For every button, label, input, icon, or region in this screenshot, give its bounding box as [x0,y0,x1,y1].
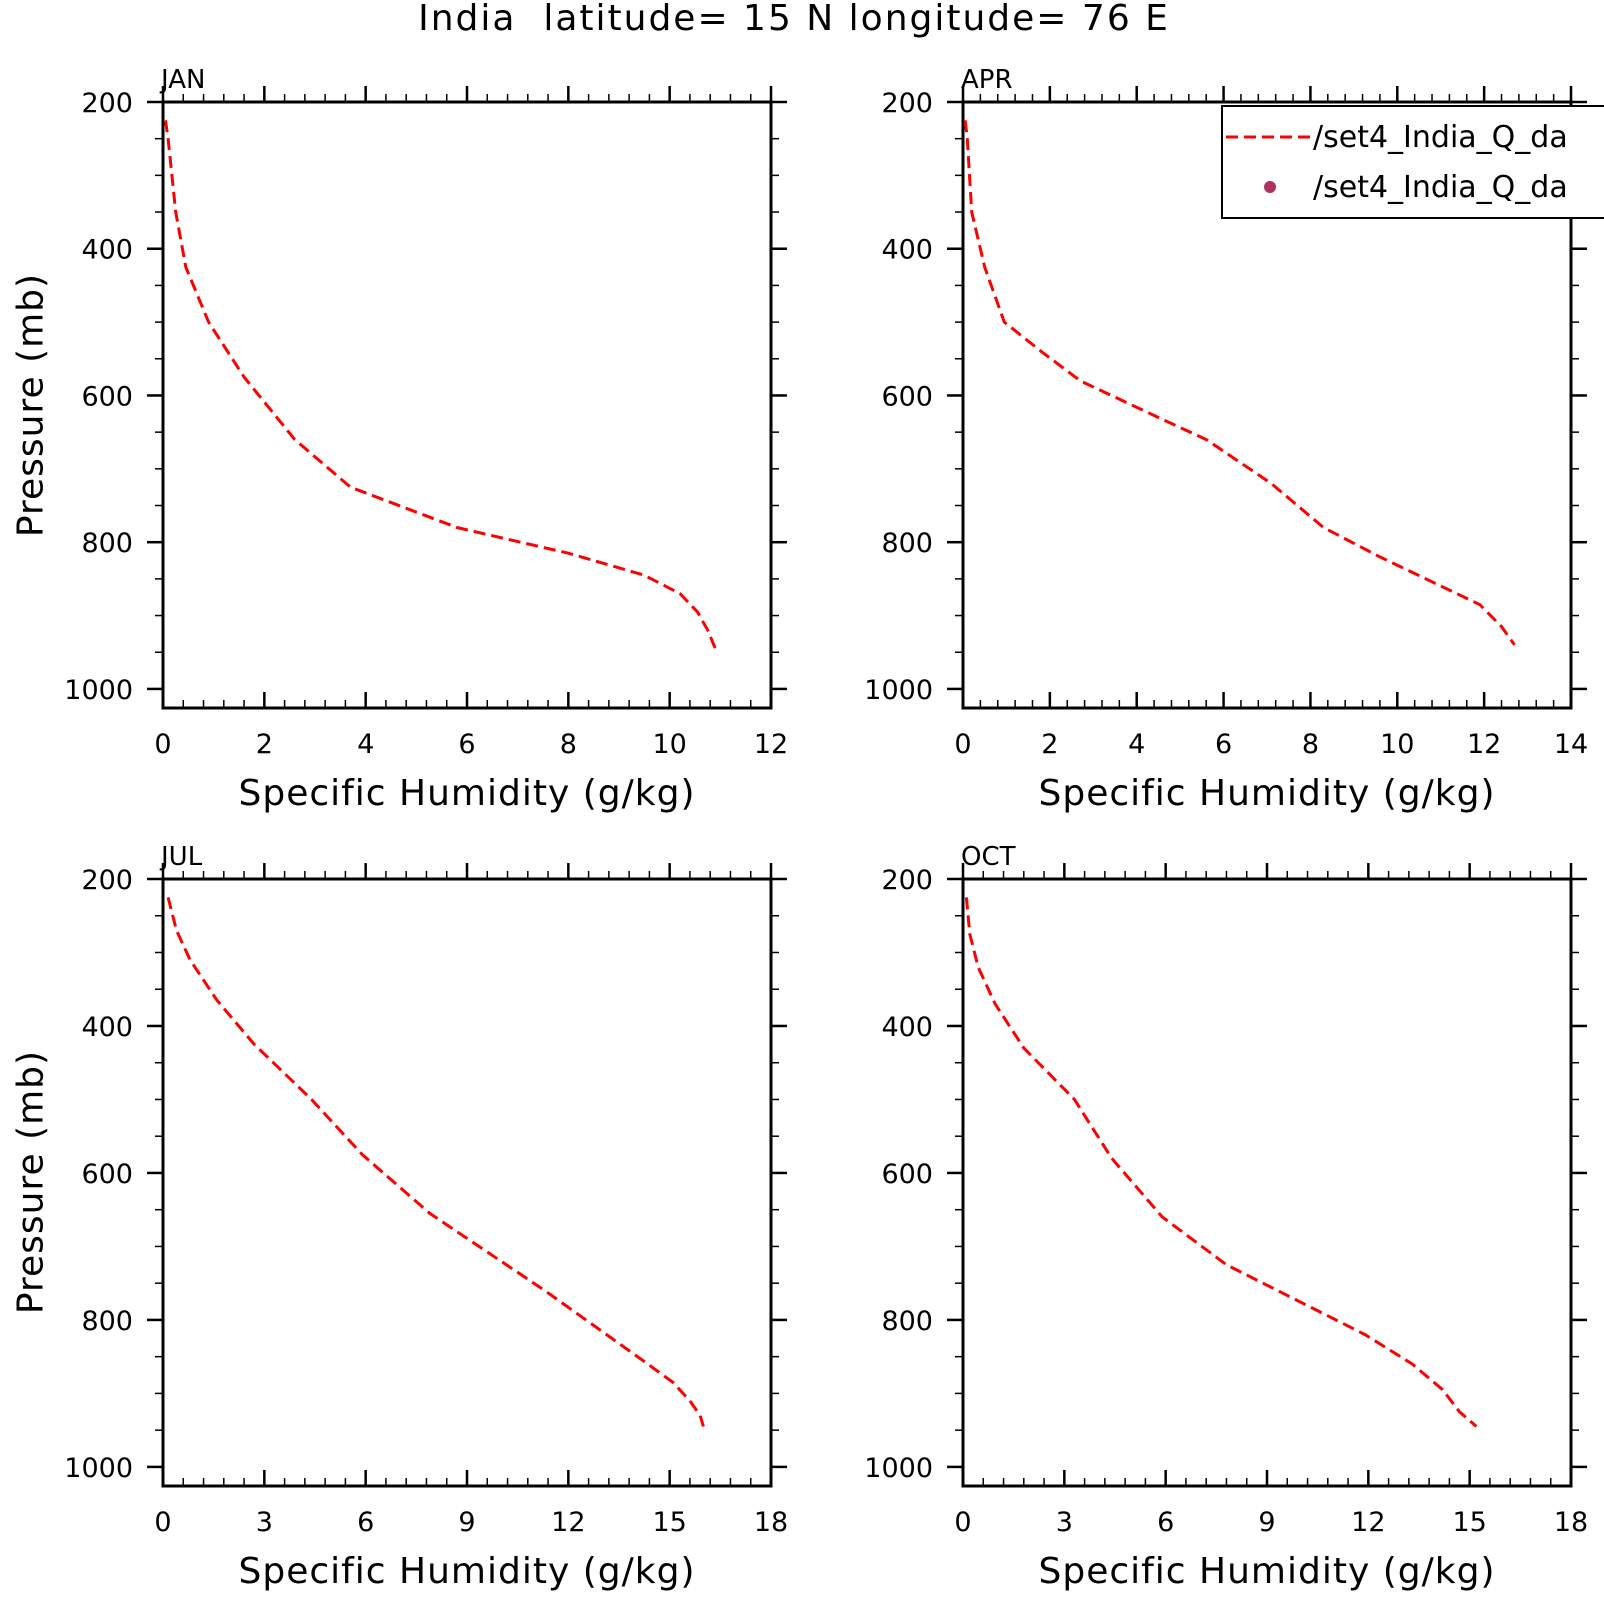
y-axis-title: Pressure (mb) [11,1050,52,1314]
x-tick-label: 8 [1302,729,1319,760]
y-tick-label: 1000 [64,675,133,706]
x-tick-label: 0 [154,1507,171,1538]
x-axis-title: Specific Humidity (g/kg) [1038,1551,1495,1592]
y-tick-label: 800 [881,528,933,559]
y-tick-label: 400 [81,235,133,266]
series-line [164,120,717,650]
legend-box [1221,105,1604,219]
legend: /set4_India_Q_da /set4_India_Q_da [1221,105,1604,219]
plot-frame [961,877,1573,1488]
x-tick-label: 0 [954,729,971,760]
x-tick-label: 14 [1554,729,1588,760]
x-tick-label: 0 [154,729,171,760]
y-tick-label: 600 [881,381,933,412]
y-tick-label: 800 [881,1306,933,1337]
panel-apr: APR 0 2 4 6 8 10 12 14 200 400 600 800 1000 Specific H… [864,65,1588,814]
panel-oct: OCT 0 3 6 9 12 15 18 200 400 600 800 1000 Specific Hu… [864,842,1588,1592]
y-tick-label: 200 [81,865,133,896]
x-tick-label: 8 [560,729,577,760]
panel-label: JAN [159,65,205,95]
y-tick-label: 800 [81,528,133,559]
x-tick-label: 4 [357,729,374,760]
x-tick-label: 6 [1215,729,1232,760]
x-axis-title: Specific Humidity (g/kg) [238,1551,695,1592]
y-tick-label: 200 [881,865,933,896]
series-line [166,897,705,1427]
legend-label-dot: /set4_India_Q_da [1313,170,1568,205]
panel-jan: JAN 0 2 4 6 8 10 12 200 400 600 800 1000 Specific Hum… [11,65,789,814]
x-tick-label: 6 [357,1507,374,1538]
plot-frame [961,100,1573,710]
y-tick-label: 400 [881,235,933,266]
x-tick-label: 15 [1452,1507,1486,1538]
x-tick-label: 6 [458,729,475,760]
y-tick-label: 1000 [864,1453,933,1484]
x-tick-label: 2 [256,729,273,760]
x-tick-label: 10 [652,729,686,760]
series-line [963,120,1516,646]
panel-label: JUL [159,842,203,872]
x-tick-label: 9 [458,1507,475,1538]
panel-label: APR [961,65,1013,95]
x-tick-label: 3 [256,1507,273,1538]
y-tick-label: 800 [81,1306,133,1337]
y-tick-label: 600 [81,381,133,412]
x-tick-label: 12 [1351,1507,1385,1538]
x-tick-label: 2 [1041,729,1058,760]
y-tick-label: 400 [81,1012,133,1043]
y-tick-label: 600 [881,1159,933,1190]
y-axis-title: Pressure (mb) [11,273,52,537]
x-tick-label: 18 [754,1507,788,1538]
y-tick-label: 600 [81,1159,133,1190]
x-tick-label: 3 [1056,1507,1073,1538]
x-axis-title: Specific Humidity (g/kg) [1038,773,1495,814]
x-tick-label: 0 [954,1507,971,1538]
figure-title: India latitude= 15 N longitude= 76 E [418,0,1170,39]
x-axis-title: Specific Humidity (g/kg) [238,773,695,814]
x-tick-label: 12 [1467,729,1501,760]
y-tick-label: 1000 [64,1453,133,1484]
x-tick-label: 6 [1157,1507,1174,1538]
y-tick-label: 200 [81,88,133,119]
legend-label-line: /set4_India_Q_da [1313,120,1568,155]
x-tick-label: 18 [1554,1507,1588,1538]
x-tick-label: 12 [551,1507,585,1538]
y-tick-label: 1000 [864,675,933,706]
y-tick-label: 400 [881,1012,933,1043]
x-tick-label: 9 [1258,1507,1275,1538]
x-tick-label: 10 [1380,729,1414,760]
plot-frame [161,100,773,710]
x-tick-label: 15 [652,1507,686,1538]
panel-jul: JUL 0 3 6 9 12 15 18 200 400 600 800 1000 Specific Hu… [11,842,789,1592]
panel-label: OCT [961,842,1016,872]
y-tick-label: 200 [881,88,933,119]
series-line [964,897,1478,1428]
legend-dot-sample [1264,181,1276,193]
x-tick-label: 12 [754,729,788,760]
plot-frame [161,877,773,1488]
x-tick-label: 4 [1128,729,1145,760]
